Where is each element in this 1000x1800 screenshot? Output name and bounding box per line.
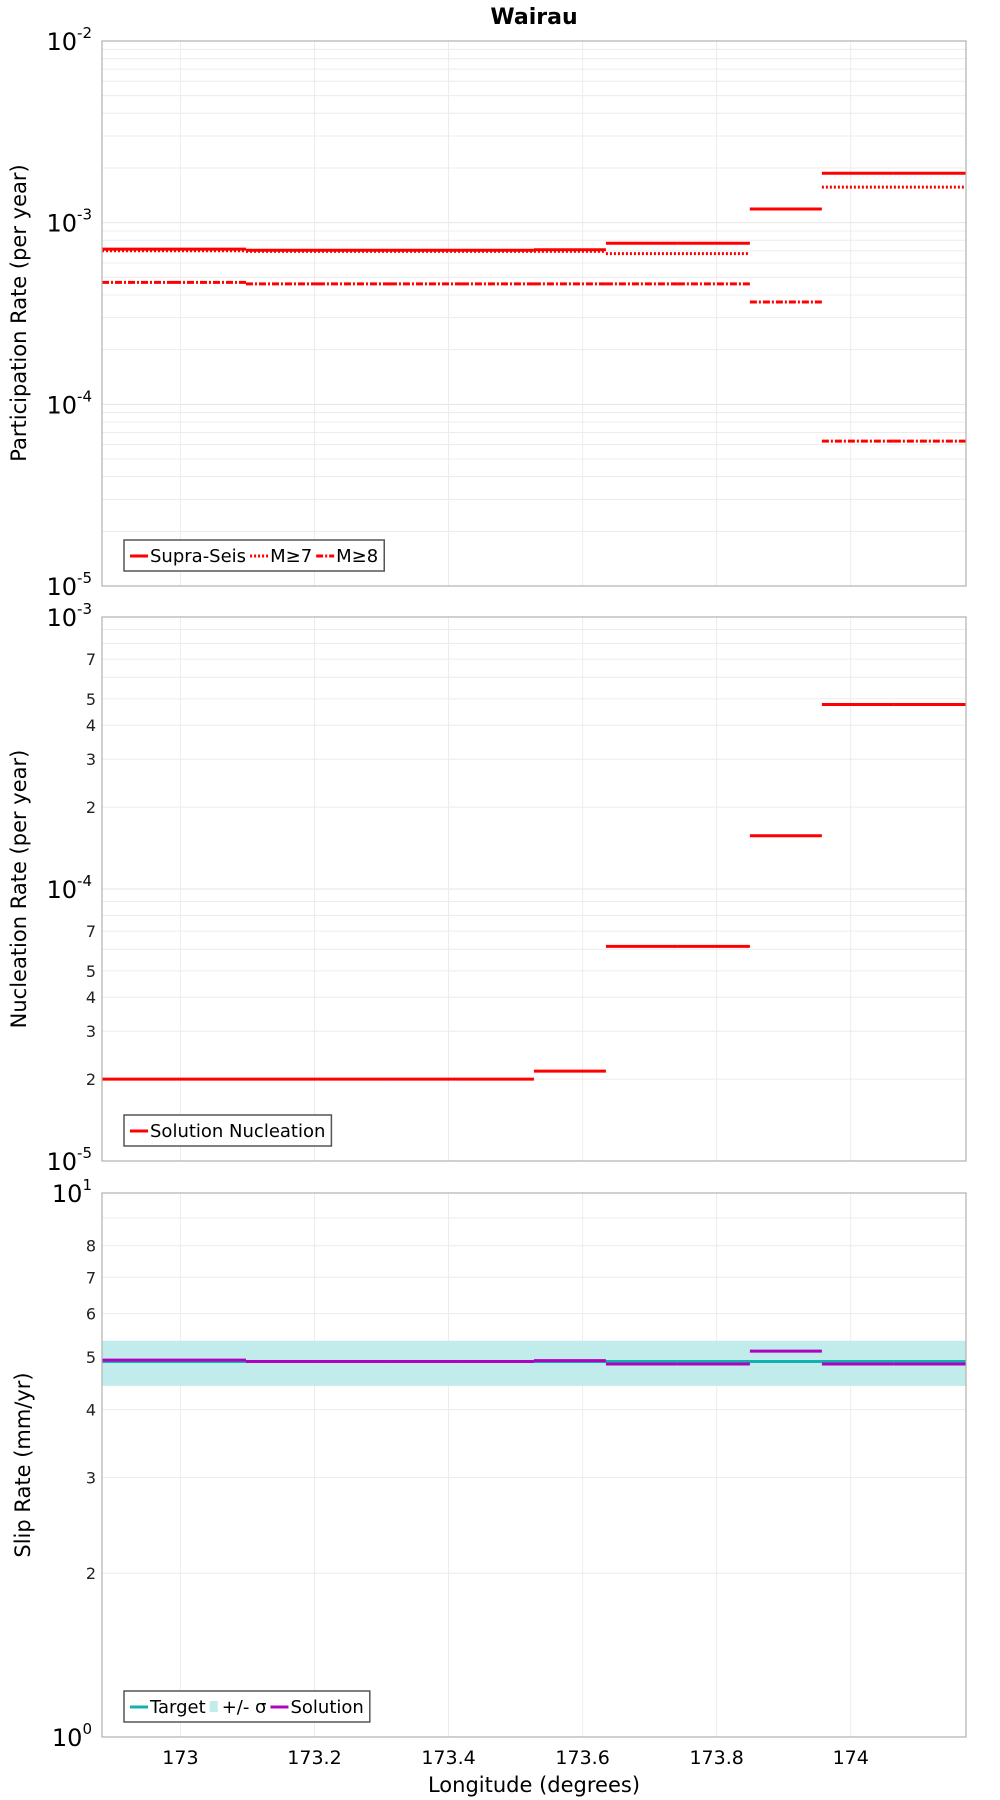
y-tick-label: 10-2	[46, 24, 92, 56]
legend: Solution Nucleation	[123, 1114, 333, 1147]
y-minor-tick-label: 7	[86, 922, 96, 941]
y-minor-tick-label: 2	[86, 1564, 96, 1583]
y-minor-tick-label: 3	[86, 1468, 96, 1487]
y-minor-tick-label: 8	[86, 1237, 96, 1256]
legend-box	[123, 1114, 333, 1147]
legend-label: Target	[149, 1697, 206, 1718]
y-tick-label: 10-4	[46, 387, 92, 419]
legend-box	[123, 1690, 371, 1723]
x-tick-label: 173.6	[555, 1747, 609, 1769]
y-minor-tick-label: 4	[86, 716, 96, 735]
x-axis-label: Longitude (degrees)	[428, 1773, 640, 1797]
y-minor-tick-label: 3	[86, 1022, 96, 1041]
participation-y-label: Participation Rate (per year)	[7, 164, 31, 461]
legend-label: Solution Nucleation	[150, 1121, 325, 1142]
legend: Supra-Seis M≥7 M≥8	[123, 539, 385, 572]
legend-label: M≥7	[270, 546, 312, 567]
y-minor-tick-label: 7	[86, 650, 96, 669]
plot-frame	[101, 616, 967, 1162]
x-tick-label: 174	[833, 1747, 869, 1769]
y-minor-tick-label: 5	[86, 690, 96, 709]
legend-label: Supra-Seis	[150, 546, 246, 567]
y-minor-tick-label: 3	[86, 750, 96, 769]
y-tick-label: 10-3	[46, 206, 92, 238]
plot-area	[102, 1193, 966, 1737]
y-tick-label: 10-4	[46, 872, 92, 904]
y-minor-tick-label: 4	[86, 1400, 96, 1419]
y-tick-label: 10-5	[46, 1144, 92, 1176]
slip-y-label: Slip Rate (mm/yr)	[11, 1372, 35, 1557]
x-tick-label: 173.4	[421, 1747, 475, 1769]
legend: Target +/- σ Solution	[123, 1690, 371, 1723]
y-tick-label: 101	[52, 1176, 92, 1208]
y-minor-tick-label: 7	[86, 1268, 96, 1287]
y-tick-label: 100	[52, 1720, 92, 1752]
legend-label: M≥8	[336, 546, 378, 567]
x-tick-label: 173	[162, 1747, 198, 1769]
y-minor-tick-label: 5	[86, 1348, 96, 1367]
y-minor-tick-label: 5	[86, 962, 96, 981]
y-tick-label: 10-5	[46, 569, 92, 601]
y-tick-label: 10-3	[46, 600, 92, 632]
legend-swatch-band	[209, 1701, 218, 1712]
x-tick-label: 173.2	[287, 1747, 341, 1769]
y-minor-tick-label: 6	[86, 1305, 96, 1324]
nucleation-y-label: Nucleation Rate (per year)	[7, 750, 31, 1029]
y-minor-tick-label: 4	[86, 988, 96, 1007]
y-minor-tick-label: 2	[86, 798, 96, 817]
plot-frame	[101, 1192, 967, 1738]
legend-label: Solution	[290, 1697, 363, 1718]
plot-area	[102, 41, 966, 586]
y-minor-tick-label: 2	[86, 1070, 96, 1089]
x-tick-label: 173.8	[689, 1747, 743, 1769]
legend-label: +/- σ	[222, 1697, 267, 1718]
chart-title: Wairau	[490, 5, 577, 30]
plot-frame	[101, 40, 967, 587]
